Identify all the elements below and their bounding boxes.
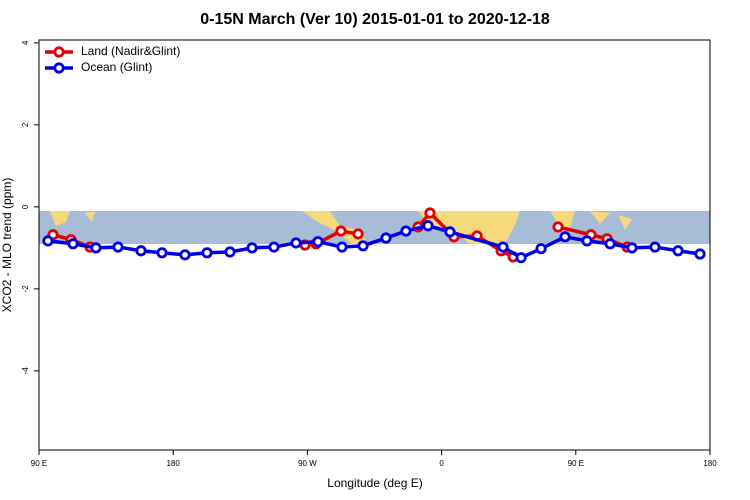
point bbox=[380, 232, 392, 244]
chart-title: 0-15N March (Ver 10) 2015-01-01 to 2020-… bbox=[200, 11, 550, 28]
point bbox=[424, 207, 436, 219]
legend-marker bbox=[53, 62, 65, 74]
x-tick-label: 0 bbox=[439, 459, 444, 468]
point bbox=[422, 220, 434, 232]
y-tick-label: -2 bbox=[21, 285, 30, 293]
point bbox=[42, 235, 54, 247]
point bbox=[201, 247, 213, 259]
point bbox=[515, 252, 527, 264]
point bbox=[357, 240, 369, 252]
point bbox=[246, 242, 258, 254]
point bbox=[335, 225, 347, 237]
point bbox=[352, 228, 364, 240]
y-axis-label: XCO2 - MLO trend (ppm) bbox=[0, 178, 14, 313]
map-strip bbox=[39, 211, 710, 244]
point bbox=[559, 231, 571, 243]
point bbox=[581, 235, 593, 247]
x-axis-label: Longitude (deg E) bbox=[327, 476, 422, 490]
x-tick-label: 90 E bbox=[568, 459, 584, 468]
point bbox=[535, 243, 547, 255]
land-shape bbox=[550, 211, 575, 228]
land-shape bbox=[302, 211, 368, 244]
point bbox=[649, 241, 661, 253]
x-tick-label: 180 bbox=[703, 459, 717, 468]
point bbox=[626, 242, 638, 254]
plot-frame bbox=[38, 39, 711, 451]
land-shape bbox=[50, 211, 70, 226]
land-shape bbox=[85, 211, 95, 222]
point bbox=[156, 247, 168, 259]
point bbox=[224, 246, 236, 258]
point bbox=[312, 236, 324, 248]
point bbox=[497, 241, 509, 253]
y-tick-label: 0 bbox=[21, 204, 30, 209]
land-shape bbox=[418, 211, 520, 244]
point bbox=[400, 225, 412, 237]
y-tick-label: 4 bbox=[21, 40, 30, 45]
point bbox=[604, 238, 616, 250]
point bbox=[672, 245, 684, 257]
point bbox=[694, 248, 706, 260]
point bbox=[112, 241, 124, 253]
point bbox=[179, 249, 191, 261]
point bbox=[268, 241, 280, 253]
y-tick-label: 2 bbox=[21, 122, 30, 127]
legend-label: Land (Nadir&Glint) bbox=[81, 44, 180, 58]
y-tick-label: -4 bbox=[21, 367, 30, 375]
point bbox=[135, 245, 147, 257]
land-shape bbox=[590, 211, 632, 230]
legend-marker bbox=[53, 46, 65, 58]
x-tick-label: 180 bbox=[167, 459, 181, 468]
point bbox=[290, 237, 302, 249]
point bbox=[67, 238, 79, 250]
point bbox=[90, 242, 102, 254]
legend-label: Ocean (Glint) bbox=[81, 60, 152, 74]
point bbox=[336, 241, 348, 253]
x-tick-label: 90 E bbox=[31, 459, 47, 468]
point bbox=[552, 221, 564, 233]
point bbox=[444, 226, 456, 238]
x-tick-label: 90 W bbox=[298, 459, 317, 468]
